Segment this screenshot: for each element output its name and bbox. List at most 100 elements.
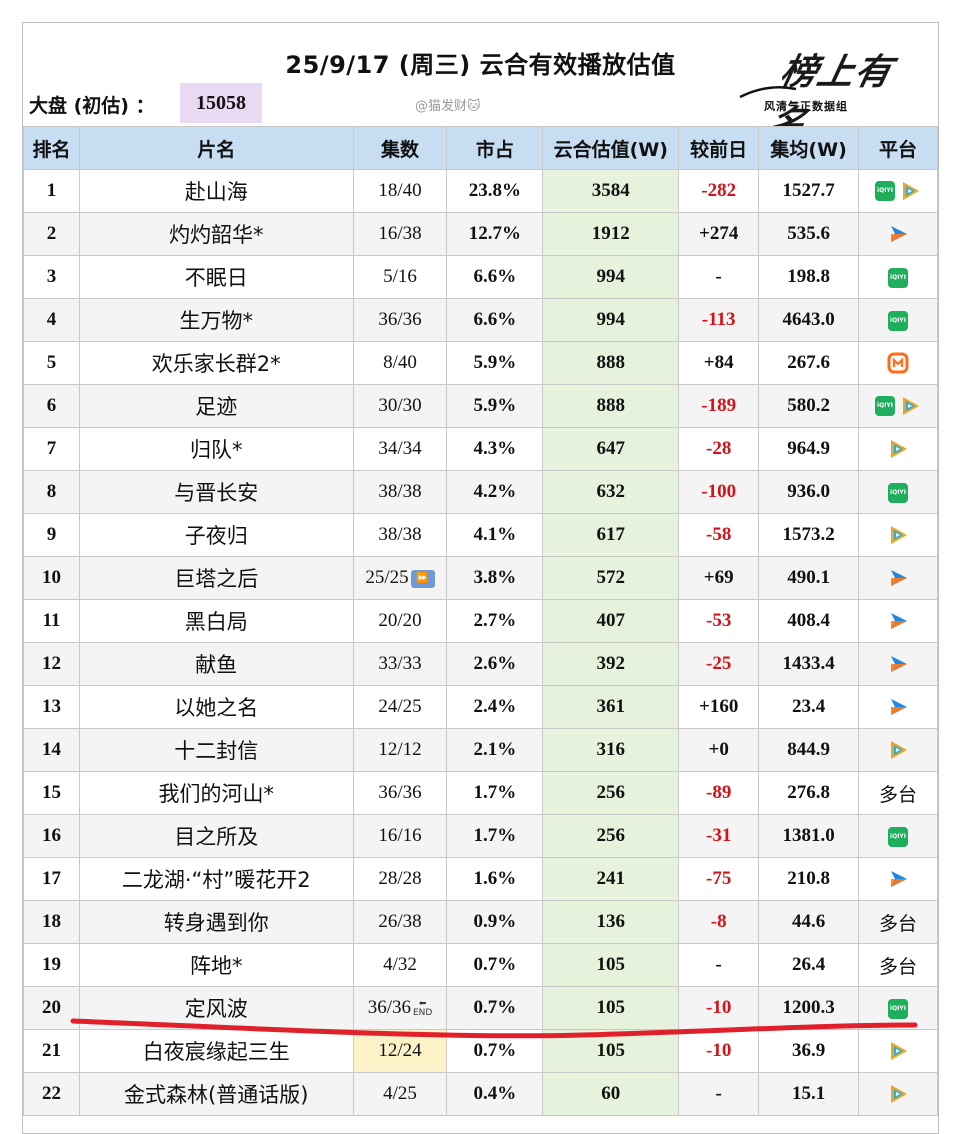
daily-change-cell: -282 [678,169,760,213]
daily-change-cell: -189 [678,384,760,428]
tencent-video-icon [891,526,908,545]
column-header: 平台 [858,126,938,170]
table-row: 18 转身遇到你 26/38 0.9% 136 -8 44.6 多台 [23,900,938,944]
episodes-value: 5/16 [383,266,417,287]
episodes-value: 28/28 [378,868,422,889]
rank-cell: 19 [23,943,80,987]
market-share-cell: 0.9% [446,900,544,944]
episode-average-cell: 1527.7 [758,169,860,213]
platform-text: 多台 [879,783,918,806]
youku-icon [891,871,908,888]
rank-cell: 16 [23,814,80,858]
youku-icon [891,656,908,673]
title-cell: 白夜宸缘起三生 [78,1029,354,1073]
estimate-value-cell: 888 [542,384,680,428]
platform-cell [858,685,938,729]
platform-cell [858,513,938,557]
daily-change-cell: -25 [678,642,760,686]
market-share-cell: 1.7% [446,814,544,858]
daily-change-cell: -113 [678,298,760,342]
rank-cell: 5 [23,341,80,385]
platform-cell [858,642,938,686]
platform-cell [858,857,938,901]
platform-cell: iQIYI [858,384,938,428]
iqiyi-icon: iQIYI [888,998,909,1019]
episode-average-cell: 490.1 [758,556,860,600]
episode-average-cell: 1200.3 [758,986,860,1030]
estimate-value-cell: 361 [542,685,680,729]
episodes-cell: 36/36 [352,298,448,342]
rank-cell: 8 [23,470,80,514]
episodes-value: 12/12 [378,739,422,760]
title-cell: 转身遇到你 [78,900,354,944]
title-cell: 欢乐家长群2* [78,341,354,385]
episode-average-cell: 276.8 [758,771,860,815]
table-row: 3 不眠日 5/16 6.6% 994-198.8 iQIYI [23,255,938,299]
title-cell: 二龙湖·“村”暖花开2 [78,857,354,901]
ranking-sheet: 25/9/17 (周三) 云合有效播放估值 大盘 (初估) ： 15058 @猫… [22,22,939,1134]
episode-average-cell: 936.0 [758,470,860,514]
episodes-value: 36/36 [378,782,422,803]
youku-icon [891,570,908,587]
daily-change-cell: +160 [678,685,760,729]
title-cell: 定风波 [78,986,354,1030]
title-cell: 归队* [78,427,354,471]
daily-change-cell: +0 [678,728,760,772]
tencent-video-icon [903,182,920,201]
daily-change-cell: -10 [678,986,760,1030]
market-share-cell: 2.7% [446,599,544,643]
episode-average-cell: 580.2 [758,384,860,428]
daily-change-cell: - [678,255,760,299]
episodes-value: 4/25 [383,1083,417,1104]
episodes-value: 26/38 [378,911,422,932]
title-cell: 金式森林(普通话版) [78,1072,354,1116]
market-share-cell: 6.6% [446,298,544,342]
iqiyi-icon: iQIYI [888,267,909,288]
market-share-cell: 0.4% [446,1072,544,1116]
platform-cell: 多台 [858,943,938,987]
title-cell: 灼灼韶华* [78,212,354,256]
daily-change-cell: -58 [678,513,760,557]
rank-cell: 17 [23,857,80,901]
estimate-value-cell: 647 [542,427,680,471]
episodes-value: 34/34 [378,438,422,459]
iqiyi-icon: iQIYI [875,396,896,417]
episode-average-cell: 198.8 [758,255,860,299]
estimate-value-cell: 3584 [542,169,680,213]
platform-cell: 多台 [858,900,938,944]
rank-cell: 12 [23,642,80,686]
table-row: 21 白夜宸缘起三生 12/24 0.7% 105 -10 36.9 [23,1029,938,1073]
column-header: 云合估值(W) [542,126,680,170]
platform-cell: iQIYI [858,298,938,342]
iqiyi-icon: iQIYI [888,826,909,847]
market-share-cell: 0.7% [446,1029,544,1073]
rank-cell: 3 [23,255,80,299]
episodes-cell: 38/38 [352,470,448,514]
episode-average-cell: 210.8 [758,857,860,901]
title-cell: 黑白局 [78,599,354,643]
episodes-cell: 4/25 [352,1072,448,1116]
estimate-value-cell: 256 [542,771,680,815]
episodes-value: 38/38 [378,481,422,502]
title-cell: 生万物* [78,298,354,342]
rank-cell: 1 [23,169,80,213]
market-share-cell: 0.7% [446,943,544,987]
episode-average-cell: 1381.0 [758,814,860,858]
episode-average-cell: 1573.2 [758,513,860,557]
episodes-cell: 33/33 [352,642,448,686]
estimate-value-cell: 105 [542,986,680,1030]
table-row: 5 欢乐家长群2* 8/40 5.9% 888 +84 267.6 [23,341,938,385]
estimate-value-cell: 888 [542,341,680,385]
episodes-cell: 28/28 [352,857,448,901]
tencent-video-icon [891,1085,908,1104]
title-cell: 与晋长安 [78,470,354,514]
daily-change-cell: +84 [678,341,760,385]
market-share-cell: 1.7% [446,771,544,815]
title-cell: 十二封信 [78,728,354,772]
daily-change-cell: - [678,1072,760,1116]
platform-cell: iQIYI [858,470,938,514]
daily-change-cell: -75 [678,857,760,901]
episodes-cell: 12/24 [352,1029,448,1073]
rank-cell: 2 [23,212,80,256]
platform-cell: iQIYI [858,255,938,299]
